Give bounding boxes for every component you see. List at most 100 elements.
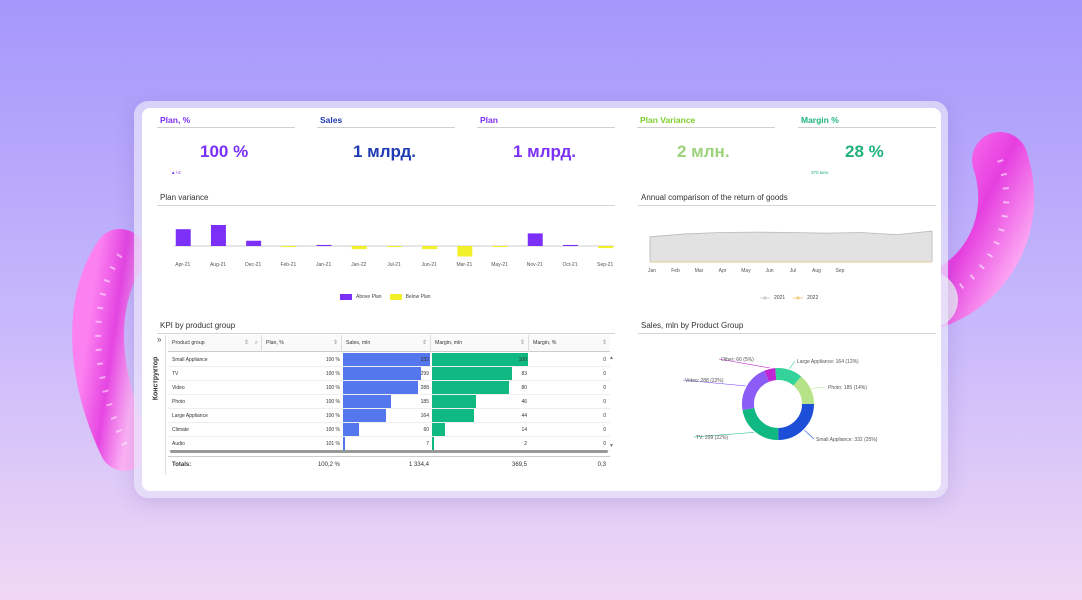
margin-bar: [432, 423, 445, 436]
sales-bar: [343, 395, 391, 408]
cell-margin-percent: 0: [603, 441, 606, 447]
cell-margin-percent: 0: [603, 357, 606, 363]
constructor-side-tab[interactable]: » Конструктор: [152, 335, 166, 475]
donut-leader-line: [811, 386, 827, 389]
column-header-sales[interactable]: Sales, mln ⇕: [342, 335, 431, 352]
horizontal-scrollbar[interactable]: [170, 450, 608, 453]
cell-margin-percent: 0: [603, 385, 606, 391]
cell-margin-percent: 0: [603, 427, 606, 433]
kpi-value: 2 млн.: [677, 142, 730, 161]
cell-sales: 164: [420, 413, 429, 419]
kpi-table-widget: » Конструктор Product group ⇕ ⌕ Plan, % …: [152, 335, 614, 475]
plan-variance-bar: [246, 240, 262, 246]
x-tick-label: Sep-21: [597, 262, 613, 268]
table-row[interactable]: Audio 101 % 7 2 0: [168, 437, 610, 451]
scroll-up-icon[interactable]: ▲: [609, 355, 614, 361]
cell-margin-percent: 0: [603, 413, 606, 419]
sort-icon[interactable]: ⇕: [601, 340, 607, 346]
donut-slice-label: TV: 299 (22%): [696, 435, 728, 441]
cell-margin-percent: 0: [603, 399, 606, 405]
column-header-product-group[interactable]: Product group ⇕ ⌕: [168, 335, 262, 352]
kpi-title: Margin %: [798, 114, 936, 128]
plan-variance-bar: [386, 246, 402, 248]
table-row[interactable]: Small Appliance 100 % 332 100 0: [168, 353, 610, 367]
cell-sales: 332: [420, 357, 429, 363]
x-tick-label: May: [741, 268, 751, 274]
annual-comparison-title: Annual comparison of the return of goods: [638, 192, 936, 206]
plan-variance-bar: [210, 225, 226, 246]
kpi-value: 100 %: [200, 142, 249, 161]
sort-icon[interactable]: ⇕: [421, 340, 427, 346]
plan-variance-bar: [492, 246, 508, 248]
kpi-title: Sales: [317, 114, 455, 128]
x-tick-label: Apr: [719, 268, 727, 274]
sales-bar: [343, 367, 421, 380]
cell-product-group: TV: [172, 371, 179, 377]
x-tick-label: Feb-21: [280, 262, 296, 268]
donut-leader-line: [693, 432, 755, 438]
plan-variance-bar: [281, 246, 297, 248]
totals-plan: 100,2 %: [317, 462, 340, 468]
scroll-down-icon[interactable]: ▼: [609, 443, 614, 449]
kpi-value: 1 млрд.: [353, 142, 417, 161]
plan-variance-bar: [175, 229, 191, 246]
table-row[interactable]: Video 100 % 288 80 0: [168, 381, 610, 395]
sort-icon[interactable]: ⇕: [519, 340, 525, 346]
sales-bar: [343, 423, 359, 436]
kpi-delta: ▲+2: [171, 170, 181, 175]
sort-icon[interactable]: ⇕: [332, 340, 338, 346]
table-row[interactable]: Climate 100 % 60 14 0: [168, 423, 610, 437]
x-tick-label: Jun: [765, 268, 773, 274]
margin-bar: [432, 367, 512, 380]
area-series-2021: [649, 230, 933, 263]
sales-bar: [343, 437, 345, 450]
cell-plan: 100 %: [325, 413, 340, 419]
cell-margin: 80: [521, 385, 527, 391]
cell-sales: 299: [420, 371, 429, 377]
legend-label-2021: 2021: [774, 295, 786, 301]
x-tick-label: Apr-21: [175, 262, 190, 268]
legend-swatch-below: [389, 294, 402, 300]
cell-margin: 2: [524, 441, 527, 447]
plan-variance-bar: [527, 233, 543, 246]
legend-swatch-2022: [793, 296, 804, 300]
x-tick-label: May-21: [491, 262, 508, 268]
margin-bar: [432, 353, 528, 366]
donut-leader-line: [789, 360, 796, 369]
search-icon[interactable]: ⌕: [254, 340, 258, 346]
kpi-value: 1 млрд.: [513, 142, 577, 161]
sort-icon[interactable]: ⇕: [243, 340, 249, 346]
table-row[interactable]: Large Appliance 100 % 164 44 0: [168, 409, 610, 423]
x-tick-label: Jan-21: [316, 262, 332, 268]
expand-chevron-icon[interactable]: »: [157, 335, 162, 344]
plan-variance-bar: [316, 244, 332, 246]
column-header-margin[interactable]: Margin, mln ⇕: [431, 335, 529, 352]
table-row[interactable]: Photo 100 % 185 46 0: [168, 395, 610, 409]
donut-slice: [775, 368, 802, 386]
plan-variance-bar: [422, 246, 438, 250]
plan-variance-bar: [598, 246, 614, 249]
donut-title: Sales, mln by Product Group: [638, 320, 936, 334]
x-tick-label: Jul: [790, 268, 796, 274]
cell-margin: 46: [521, 399, 527, 405]
legend-label-2022: 2022: [807, 295, 819, 301]
column-header-margin-percent[interactable]: Margin, % ⇕: [529, 335, 610, 352]
table-row[interactable]: TV 100 % 299 83 0: [168, 367, 610, 381]
plan-variance-bar: [351, 246, 367, 250]
legend-label-below: Below Plan: [405, 294, 431, 300]
sales-bar: [343, 409, 386, 422]
cell-margin: 100: [518, 357, 527, 363]
sales-donut-chart: Small Appliance: 332 (25%) TV: 299 (22%) V…: [682, 357, 878, 443]
legend-swatch-2021: [760, 296, 770, 300]
column-header-plan[interactable]: Plan, % ⇕: [262, 335, 342, 352]
kpi-plan-variance: Plan Variance 2 млн.: [637, 114, 775, 161]
annual-comparison-chart: Jan Feb Mar Apr May Jun Jul Aug Sep: [648, 230, 933, 274]
cell-product-group: Large Appliance: [172, 413, 208, 419]
totals-label: Totals:: [172, 462, 192, 468]
donut-slice-label: Video: 288 (22%): [685, 378, 724, 384]
cell-product-group: Small Appliance: [172, 357, 208, 363]
x-tick-label: Mar: [695, 268, 704, 274]
donut-slice: [793, 376, 814, 405]
donut-slice-label: Small Appliance: 332 (25%): [816, 437, 878, 443]
kpi-plan-percent: Plan, % 100 % ▲+2: [157, 114, 295, 175]
